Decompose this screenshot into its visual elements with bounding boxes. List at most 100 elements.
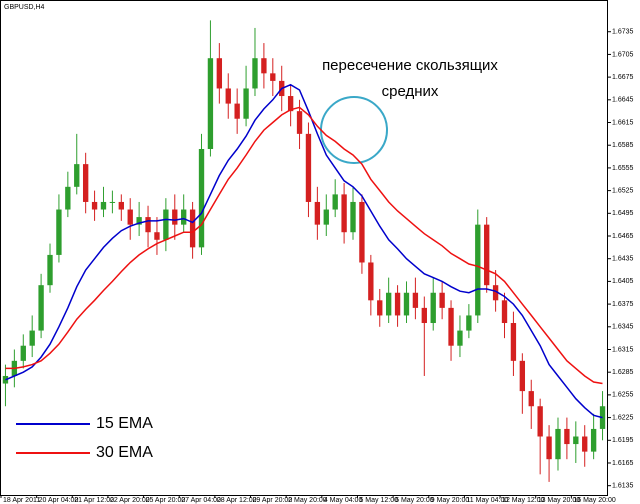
highlight-circle	[320, 96, 388, 164]
candle-body	[145, 217, 151, 233]
x-tick-label: 18 Apr 2011	[3, 497, 40, 504]
candle-body	[350, 201, 356, 233]
candle-body	[118, 201, 124, 210]
candle-body	[573, 436, 579, 445]
candle-body	[564, 428, 570, 445]
candle-body	[234, 103, 240, 119]
candle-body	[270, 73, 276, 81]
candle-body	[74, 164, 80, 187]
candle-body	[492, 285, 499, 301]
plot-frame	[0, 0, 608, 496]
candle-body	[252, 58, 258, 89]
y-tick-label: 1.6285	[612, 369, 634, 376]
ema-line	[5, 106, 603, 385]
candle-body	[599, 406, 606, 429]
candle-body	[510, 323, 517, 361]
y-tick-label: 1.6345	[612, 324, 634, 331]
candle-body	[198, 148, 205, 248]
candle-body	[519, 360, 526, 392]
y-tick-label: 1.6495	[612, 210, 634, 217]
y-tick-label: 1.6405	[612, 278, 634, 285]
x-tick-label: 6 May 20:00	[395, 497, 434, 504]
candle-body	[287, 96, 294, 112]
candle-body	[457, 330, 463, 346]
candle-body	[82, 164, 89, 202]
candle-body	[314, 201, 321, 225]
candle-body	[537, 406, 543, 437]
candle-body	[403, 292, 410, 316]
x-tick-label: 16 May 20:00	[573, 497, 616, 504]
candle-body	[341, 194, 347, 233]
x-tick-label: 13 May 20:00	[538, 497, 581, 504]
candle-body	[430, 292, 436, 324]
candle-body	[216, 58, 223, 89]
candle-body	[2, 375, 9, 384]
candle-body	[439, 292, 445, 308]
candle-body	[590, 428, 597, 452]
candle-body	[385, 292, 392, 316]
candle-body	[421, 307, 427, 324]
candle-body	[109, 201, 116, 203]
y-tick-label: 1.6645	[612, 97, 634, 104]
x-tick-label: 28 Apr 12:00	[217, 497, 257, 504]
candle-body	[20, 345, 26, 361]
candle-body	[127, 209, 133, 225]
candle-body	[296, 111, 303, 134]
y-tick-label: 1.6525	[612, 187, 634, 194]
candle-body	[394, 292, 401, 316]
y-tick-label: 1.6225	[612, 414, 634, 421]
x-tick-label: 4 May 04:00	[324, 497, 363, 504]
x-tick-label: 9 May 20:00	[431, 497, 470, 504]
candle-body	[501, 300, 508, 324]
candle-body	[528, 391, 534, 407]
x-tick-label: 27 Apr 04:00	[181, 497, 221, 504]
candle-body	[189, 209, 196, 248]
chart-title: GBPUSD,H4	[4, 4, 45, 11]
legend-label: 30 EMA	[96, 444, 153, 461]
y-tick-label: 1.6705	[612, 51, 634, 58]
annotation: средних	[382, 83, 439, 100]
candle-body	[172, 209, 178, 225]
candle-body	[136, 217, 142, 225]
x-tick-label: 25 Apr 20:00	[146, 497, 186, 504]
x-tick-label: 11 May 04:00	[466, 497, 508, 504]
y-tick-label: 1.6465	[612, 233, 634, 240]
candle-body	[91, 201, 98, 210]
candle-body	[448, 307, 454, 346]
candle-body	[377, 300, 383, 316]
candle-body	[154, 232, 160, 240]
ema-line	[5, 83, 603, 419]
candle-body	[466, 315, 472, 331]
y-tick-label: 1.6195	[612, 437, 634, 444]
x-tick-label: 21 Apr 12:00	[74, 497, 114, 504]
candle-body	[475, 224, 481, 316]
candle-body	[29, 330, 35, 346]
candle-body	[484, 224, 490, 286]
candle-body	[412, 292, 419, 308]
y-tick-label: 1.6435	[612, 256, 634, 263]
y-tick-label: 1.6135	[612, 483, 634, 490]
candle-body	[38, 285, 44, 331]
x-tick-label: 5 May 12:00	[359, 497, 398, 504]
annotation: пересечение скользящих	[322, 57, 498, 74]
x-tick-label: 29 Apr 20:00	[253, 497, 293, 504]
candle-body	[582, 436, 588, 452]
x-tick-label: 22 Apr 20:00	[110, 497, 150, 504]
y-tick-label: 1.6615	[612, 119, 634, 126]
x-tick-label: 12 May 12:00	[502, 497, 545, 504]
x-tick-label: 20 Apr 04:00	[39, 497, 79, 504]
candle-body	[332, 194, 338, 210]
y-tick-label: 1.6585	[612, 142, 634, 149]
y-tick-label: 1.6255	[612, 392, 634, 399]
candle-body	[243, 88, 249, 119]
candle-body	[555, 428, 561, 460]
candle-body	[47, 254, 53, 286]
candle-body	[56, 209, 62, 255]
candle-body	[323, 209, 329, 225]
x-tick-label: 2 May 20:00	[288, 497, 327, 504]
legend-label: 15 EMA	[96, 415, 153, 432]
candle-body	[261, 58, 267, 74]
y-tick-label: 1.6735	[612, 29, 634, 36]
candle-body	[305, 133, 312, 202]
